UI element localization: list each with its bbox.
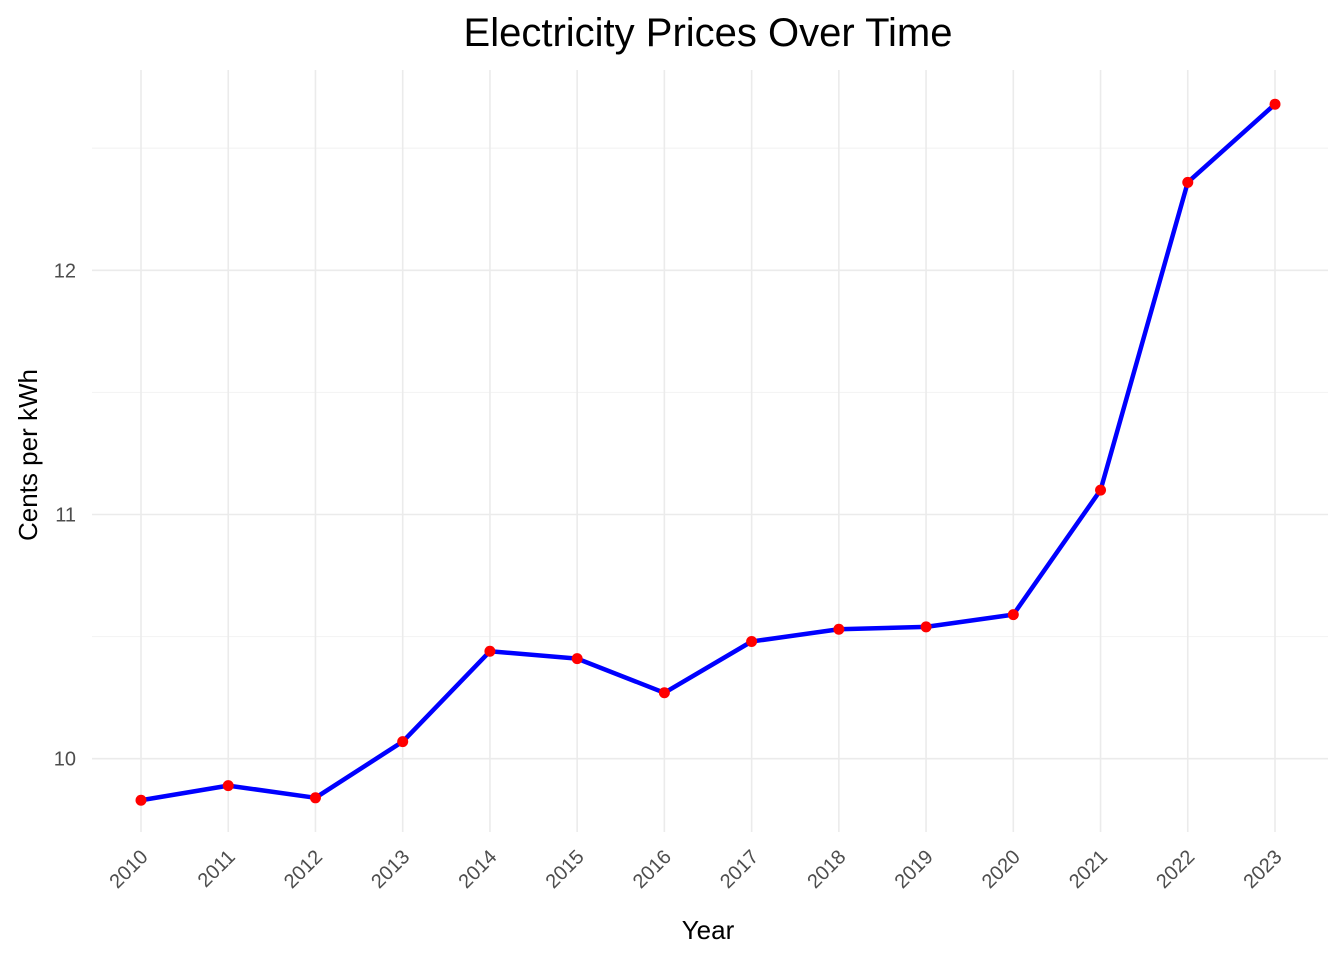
chart-series bbox=[135, 98, 1281, 806]
data-point bbox=[484, 645, 496, 657]
data-point bbox=[1182, 176, 1194, 188]
x-tick-label: 2014 bbox=[454, 846, 501, 893]
y-axis-label: Cents per kWh bbox=[13, 369, 43, 541]
y-tick-label: 11 bbox=[55, 505, 76, 527]
x-tick-label: 2020 bbox=[978, 846, 1025, 893]
y-axis-ticks: 10 11 12 bbox=[54, 260, 76, 770]
x-tick-label: 2018 bbox=[803, 846, 850, 893]
data-point bbox=[135, 794, 147, 806]
data-point bbox=[920, 621, 932, 633]
x-tick-label: 2013 bbox=[367, 846, 414, 893]
x-tick-label: 2016 bbox=[629, 846, 676, 893]
x-tick-label: 2017 bbox=[716, 846, 763, 893]
y-tick-label: 12 bbox=[54, 260, 76, 282]
data-point bbox=[1007, 609, 1019, 621]
x-tick-label: 2010 bbox=[106, 846, 153, 893]
x-tick-label: 2022 bbox=[1152, 846, 1199, 893]
data-point bbox=[397, 736, 409, 748]
x-tick-label: 2019 bbox=[891, 846, 938, 893]
chart-title: Electricity Prices Over Time bbox=[464, 11, 953, 55]
data-point bbox=[658, 687, 670, 699]
x-tick-label: 2015 bbox=[542, 846, 589, 893]
y-tick-label: 10 bbox=[54, 749, 76, 771]
data-point bbox=[222, 780, 234, 792]
data-point bbox=[1095, 484, 1107, 496]
data-point bbox=[833, 623, 845, 635]
data-point bbox=[1269, 98, 1281, 110]
series-line bbox=[138, 101, 1278, 803]
x-tick-label: 2012 bbox=[280, 846, 327, 893]
data-point bbox=[746, 636, 758, 647]
grid-lines bbox=[92, 70, 1328, 832]
data-point bbox=[309, 792, 321, 804]
x-axis-ticks: 2010 2011 2012 2013 2014 2015 2016 2017 2018 2019… bbox=[106, 846, 1287, 893]
x-tick-label: 2011 bbox=[194, 846, 240, 892]
x-axis-label: Year bbox=[682, 915, 735, 945]
x-tick-label: 2023 bbox=[1240, 846, 1287, 893]
x-tick-label: 2021 bbox=[1065, 846, 1112, 893]
data-point bbox=[571, 653, 583, 665]
